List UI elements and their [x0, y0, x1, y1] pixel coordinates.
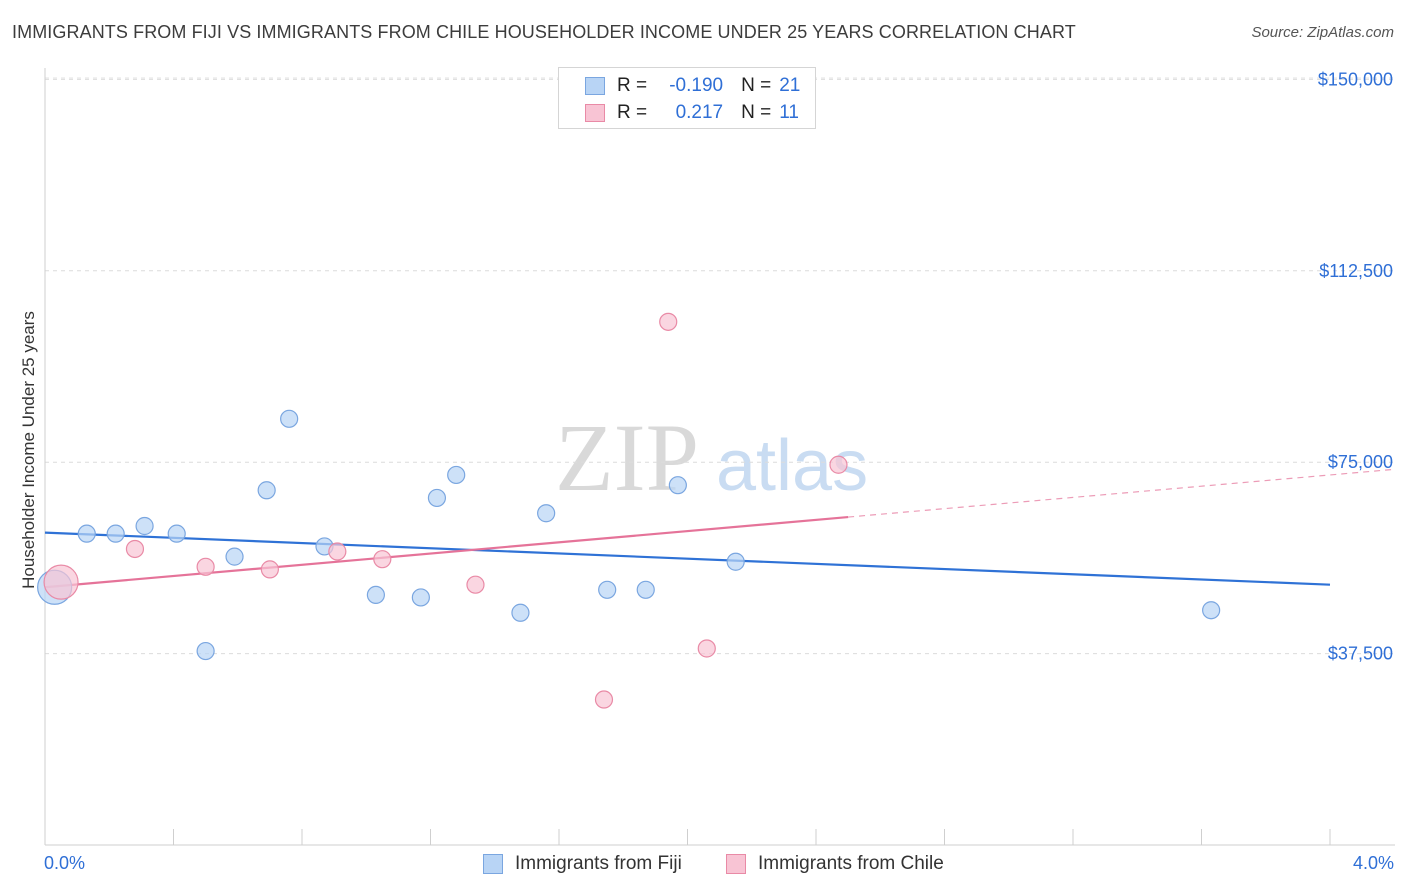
fiji-point-8: [280, 409, 299, 428]
fiji-r-value: -0.190: [669, 75, 724, 96]
fiji-point-12: [427, 488, 447, 508]
trend-line-1: [44, 515, 849, 589]
y-tick-label-2: $112,500: [1319, 261, 1393, 281]
chile-point-7: [594, 690, 614, 709]
gridlines: [45, 77, 1395, 655]
y-tick-label-0: $37,500: [1328, 644, 1393, 664]
x-tick-max: 4.0%: [1352, 853, 1394, 873]
fiji-point-14: [511, 603, 530, 622]
chile-point-1: [125, 539, 145, 559]
fiji-point-20: [1202, 601, 1221, 620]
chile-n-value: 11: [779, 102, 799, 123]
correlation-legend: R = -0.190 N = 21 R = 0.217 N = 11: [558, 67, 816, 129]
chile-point-2: [196, 557, 215, 576]
legend-fiji-label: Immigrants from Fiji: [515, 853, 682, 874]
fiji-point-6: [225, 547, 244, 566]
fiji-point-2: [106, 524, 125, 543]
legend-chile-label: Immigrants from Chile: [758, 853, 944, 874]
fiji-swatch: [585, 77, 605, 95]
chile-n-label: N =: [741, 102, 772, 123]
y-tick-label-1: $75,000: [1328, 452, 1393, 472]
fiji-point-5: [196, 641, 215, 661]
chile-point-0: [43, 564, 79, 600]
fiji-point-1: [77, 524, 96, 543]
x-tick-min: 0.0%: [44, 853, 86, 873]
fiji-point-10: [366, 585, 385, 605]
chart-title: IMMIGRANTS FROM FIJI VS IMMIGRANTS FROM …: [12, 22, 1076, 42]
y-axis-label: Householder Income Under 25 years: [19, 311, 39, 589]
fiji-point-18: [668, 476, 687, 495]
trend-line-0: [44, 531, 1331, 586]
fiji-point-3: [135, 516, 154, 536]
legend-row-chile: R = 0.217 N = 11: [585, 100, 799, 126]
trend-lines: [44, 468, 1396, 589]
data-points: [37, 312, 1221, 709]
fiji-point-13: [447, 465, 466, 485]
chile-point-10: [829, 455, 848, 474]
y-tick-label-3: $150,000: [1318, 69, 1393, 89]
chile-point-9: [697, 639, 716, 658]
fiji-point-4: [167, 524, 186, 543]
chile-swatch: [585, 104, 605, 122]
legend-chile-swatch: [726, 854, 746, 874]
fiji-point-7: [257, 481, 276, 500]
fiji-point-17: [636, 580, 655, 599]
chile-point-3: [260, 560, 279, 579]
chile-point-4: [328, 542, 347, 561]
watermark-zip: ZIP: [555, 404, 699, 511]
fiji-point-15: [537, 504, 556, 523]
chile-point-8: [659, 312, 678, 331]
legend-fiji-swatch: [483, 854, 503, 874]
y-tick-labels: $37,500 $75,000 $112,500 $150,000: [1318, 69, 1393, 663]
fiji-r-label: R =: [617, 75, 648, 96]
fiji-point-19: [726, 552, 745, 571]
axes: [44, 68, 1395, 846]
trend-line-ext-1: [848, 468, 1396, 518]
fiji-point-11: [411, 588, 430, 607]
fiji-n-value: 21: [779, 75, 801, 96]
fiji-point-16: [598, 580, 617, 599]
legend-fiji: Immigrants from Fiji: [483, 851, 682, 877]
legend-row-fiji: R = -0.190 N = 21: [585, 73, 800, 99]
chile-r-value: 0.217: [675, 102, 724, 123]
chile-point-6: [466, 575, 485, 594]
source-label: Source: ZipAtlas.com: [1251, 24, 1394, 41]
fiji-n-label: N =: [741, 75, 772, 96]
chile-r-label: R =: [617, 102, 648, 123]
legend-chile: Immigrants from Chile: [726, 851, 944, 877]
chile-point-5: [373, 550, 392, 569]
